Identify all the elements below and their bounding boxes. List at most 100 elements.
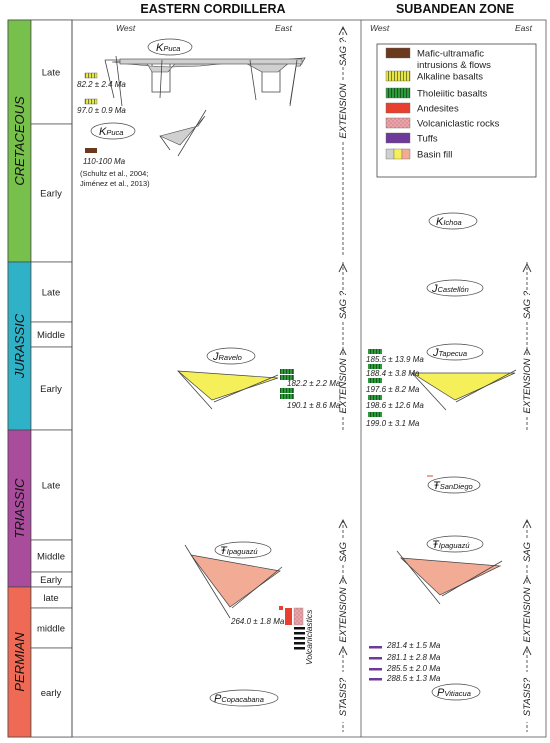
tr-ipaguazu-sz-name: Ipaguazú (439, 541, 471, 550)
sz-age-198: 198.6 ± 12.6 Ma (366, 401, 424, 410)
epoch-label: Middle (37, 330, 65, 341)
header-eastern-cordillera: EASTERN CORDILLERA (140, 2, 285, 16)
legend-label: Tuffs (417, 134, 438, 145)
epoch-label: Early (40, 189, 62, 200)
epoch-label: middle (37, 624, 65, 635)
sz-tripaguazu-label: ŦIpaguazú (426, 535, 484, 553)
ec-label-extension-cretaceous: EXTENSION (338, 83, 349, 138)
ec-arrow-head (338, 347, 348, 358)
sz-arrow-head (522, 347, 532, 358)
sz-label-stasis: STASIS? (522, 677, 533, 716)
ec-age-264: 264.0 ± 1.8 Ma (230, 617, 285, 626)
sz-tholeiitic-stack (368, 349, 382, 417)
ec-jravelo-label: JRavelo (206, 347, 256, 365)
ec-tholeiitic-symbol (280, 375, 294, 380)
jravelo-initial: J (212, 351, 219, 363)
svg-text:ŦIpaguazú: ŦIpaguazú (220, 545, 258, 557)
ec-arrow-head (338, 262, 348, 273)
ec-tholeiitic-symbol (280, 388, 294, 393)
sz-arrow-head (522, 575, 532, 586)
legend-item-andesite: Andesites (385, 102, 459, 115)
legend-label: Volcaniclastic rocks (417, 119, 500, 130)
epoch-label: Early (40, 384, 62, 395)
legend-label: Tholeiitic basalts (417, 89, 487, 100)
sz-pvitiacua-label: PVitiacua (431, 683, 481, 701)
ec-age-97: 97.0 ± 0.9 Ma (77, 106, 126, 115)
ec-alkaline-symbol-82 (84, 72, 98, 79)
svg-text:KPuca: KPuca (99, 126, 123, 138)
pcopacabana-initial: P (214, 693, 222, 705)
ec-kpuca-lower-label: KPuca (90, 122, 136, 140)
legend-swatch-basinfill (401, 148, 411, 160)
ec-west-label: West (116, 23, 136, 33)
tr-ipaguazu-sz-initial: Ŧ (432, 539, 440, 551)
ec-jurassic-basin (176, 370, 279, 410)
jtapecua-name: Tapecua (439, 349, 468, 358)
sz-jcastellon-label: JCastellón (426, 279, 484, 297)
header-subandean-zone: SUBANDEAN ZONE (396, 2, 514, 16)
sz-arrow-head (522, 262, 532, 273)
sz-kichoa-label: KIchoa (428, 212, 478, 230)
legend-swatch-alkaline (385, 70, 411, 82)
epoch-label: late (43, 593, 58, 604)
kichoa-name: Ichoa (443, 218, 461, 227)
epoch-label: early (41, 688, 62, 699)
ec-age-110: 110-100 Ma (83, 157, 126, 166)
legend-swatch-volcaniclastic (385, 117, 411, 129)
ec-andesite-symbol (279, 606, 283, 610)
sz-west-label: West (370, 23, 390, 33)
period-label: PERMIAN (12, 632, 27, 692)
epoch-cell (30, 19, 73, 125)
ec-process-column: SAG ? EXTENSION SAG ? EXTENSION SAG EXTE… (336, 25, 350, 732)
legend-label: Mafic-ultramafic (417, 49, 484, 60)
ec-age-82: 82.2 ± 2.4 Ma (77, 80, 126, 89)
sz-trsandiego-label: ŦSanDiego (427, 475, 481, 494)
legend-label: Andesites (417, 104, 459, 115)
sz-age-285: 285.5 ± 2.0 Ma (386, 664, 441, 673)
ec-tholeiitic-symbol (280, 394, 294, 399)
sz-age-288: 288.5 ± 1.3 Ma (386, 674, 441, 683)
svg-text:ŦSanDiego: ŦSanDiego (433, 480, 473, 492)
epoch-cell (30, 346, 73, 431)
ec-age-190: 190.1 ± 8.6 Ma (287, 401, 341, 410)
jcastellon-initial: J (431, 283, 438, 295)
ec-tuff-stack (294, 627, 305, 650)
ec-label-extension-jurassic: EXTENSION (338, 358, 349, 413)
kpuca-upper-name: Puca (163, 44, 180, 53)
sz-age-197: 197.6 ± 8.2 Ma (366, 385, 420, 394)
svg-text:KPuca: KPuca (156, 42, 180, 54)
epoch-label: Late (42, 481, 61, 492)
ec-kpuca-upper-label: KPuca (147, 38, 193, 56)
jcastellon-name: Castellón (438, 285, 469, 294)
ec-label-sag-jurassic: SAG ? (338, 290, 349, 319)
sz-tuff-stack (369, 646, 382, 681)
sz-label-extension-jurassic: EXTENSION (522, 358, 533, 413)
sz-arrow-head (522, 518, 532, 529)
svg-text:JCastellón: JCastellón (431, 283, 469, 295)
ec-reference-2: Jiménez et al., 2013) (80, 179, 150, 188)
sz-arrow-head (522, 645, 532, 656)
ec-volcaniclastics-label: Volcaniclastics (304, 609, 314, 665)
ec-tripaguazu-label: ŦIpaguazú (214, 541, 272, 559)
kpuca-upper-initial: K (156, 42, 164, 54)
period-label: JURASSIC (12, 313, 27, 379)
sz-process-column: SAG ? EXTENSION SAG EXTENSION STASIS? (520, 262, 534, 732)
period-label: CRETACEOUS (12, 96, 27, 186)
tr-ipaguazu-ec-initial: Ŧ (220, 545, 228, 557)
sz-triassic-basin (396, 550, 503, 605)
sz-east-label: East (515, 23, 533, 33)
tr-sandiego-initial: Ŧ (433, 480, 441, 492)
epoch-label: Late (42, 68, 61, 79)
sz-age-281-1: 281.1 ± 2.8 Ma (386, 653, 441, 662)
pvitiacua-name: Vitiacua (444, 689, 471, 698)
legend-swatch-mafic (385, 47, 411, 59)
epoch-label: Early (40, 575, 62, 586)
ec-volcaniclastic-column (293, 607, 304, 626)
svg-text:KIchoa: KIchoa (436, 216, 462, 228)
ec-label-stasis: STASIS? (338, 677, 349, 716)
sz-jtapecua-label: JTapecua (426, 343, 484, 361)
svg-text:ŦIpaguazú: ŦIpaguazú (432, 539, 470, 551)
legend-swatch-basinfill (385, 148, 395, 160)
